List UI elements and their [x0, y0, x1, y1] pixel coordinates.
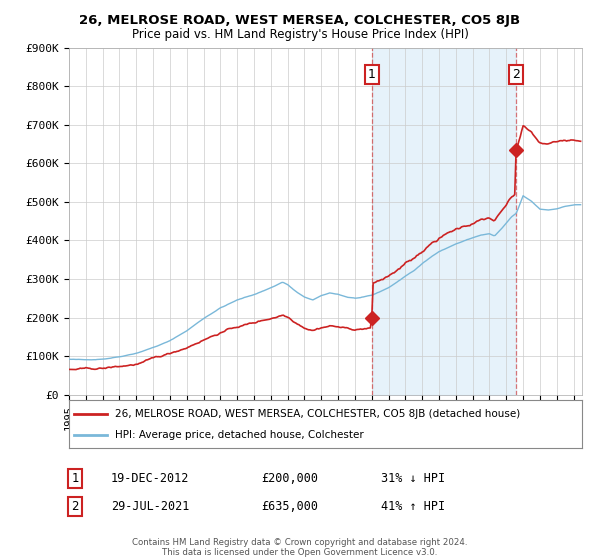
- Text: £635,000: £635,000: [261, 500, 318, 514]
- Text: 26, MELROSE ROAD, WEST MERSEA, COLCHESTER, CO5 8JB: 26, MELROSE ROAD, WEST MERSEA, COLCHESTE…: [79, 14, 521, 27]
- Text: 31% ↓ HPI: 31% ↓ HPI: [381, 472, 445, 486]
- Text: HPI: Average price, detached house, Colchester: HPI: Average price, detached house, Colc…: [115, 430, 364, 440]
- Text: 1: 1: [368, 68, 376, 81]
- Text: Price paid vs. HM Land Registry's House Price Index (HPI): Price paid vs. HM Land Registry's House …: [131, 28, 469, 41]
- Text: 2: 2: [71, 500, 79, 514]
- Text: 41% ↑ HPI: 41% ↑ HPI: [381, 500, 445, 514]
- Text: 29-JUL-2021: 29-JUL-2021: [111, 500, 190, 514]
- Text: 19-DEC-2012: 19-DEC-2012: [111, 472, 190, 486]
- Text: 1: 1: [71, 472, 79, 486]
- Text: Contains HM Land Registry data © Crown copyright and database right 2024.
This d: Contains HM Land Registry data © Crown c…: [132, 538, 468, 557]
- Text: 2: 2: [512, 68, 520, 81]
- Text: £200,000: £200,000: [261, 472, 318, 486]
- Text: 26, MELROSE ROAD, WEST MERSEA, COLCHESTER, CO5 8JB (detached house): 26, MELROSE ROAD, WEST MERSEA, COLCHESTE…: [115, 409, 520, 419]
